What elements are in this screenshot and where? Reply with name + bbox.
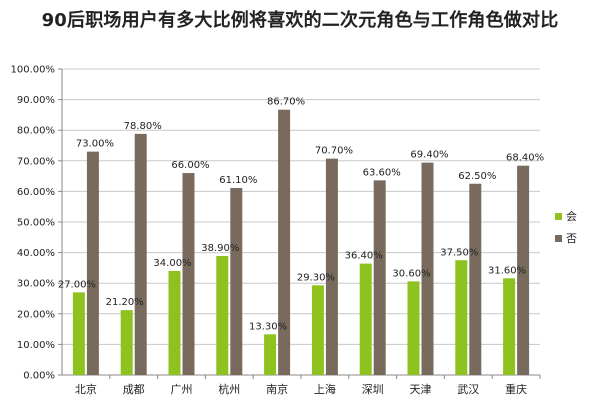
data-label: 69.40%: [410, 150, 448, 161]
data-label: 61.10%: [219, 175, 257, 186]
x-axis-categories: 北京 成都 广州 杭州 南京 上海 深圳 天津 武汉 重庆: [75, 382, 527, 396]
chart-title: 90后职场用户有多大比例将喜欢的二次元角色与工作角色做对比: [41, 10, 559, 31]
y-tick-label: 0.00%: [23, 371, 55, 382]
bar-hui: [264, 334, 277, 375]
category-label: 北京: [75, 382, 97, 396]
bar-hui: [168, 270, 181, 375]
data-label: 31.60%: [488, 265, 526, 276]
data-label: 30.60%: [392, 268, 430, 279]
y-tick-label: 40.00%: [17, 248, 55, 259]
data-label: 27.00%: [58, 279, 96, 290]
data-label: 78.80%: [124, 121, 162, 132]
bar-hui: [311, 285, 324, 375]
bar-hui: [407, 281, 420, 375]
y-tick-label: 60.00%: [17, 187, 55, 198]
category-label: 重庆: [505, 382, 527, 396]
category-label: 上海: [314, 382, 336, 396]
category-label: 成都: [123, 383, 145, 396]
data-label: 68.40%: [506, 153, 544, 164]
bar-hui: [359, 263, 372, 375]
y-tick-label: 30.00%: [17, 279, 55, 290]
data-label: 36.40%: [345, 251, 383, 262]
bar-fou: [278, 109, 291, 375]
bar-hui: [503, 278, 516, 375]
y-tick-label: 10.00%: [17, 340, 55, 351]
bar-fou: [421, 162, 434, 375]
y-tick-label: 100.00%: [11, 65, 56, 76]
legend-label: 会: [566, 210, 577, 223]
data-label: 73.00%: [76, 139, 114, 150]
data-label: 86.70%: [267, 97, 305, 108]
bar-fou: [134, 133, 147, 375]
bars: [72, 109, 530, 375]
y-axis-ticks: 0.00% 10.00% 20.00% 30.00% 40.00% 50.00% 60.00…: [11, 65, 56, 382]
data-label: 63.60%: [363, 167, 401, 178]
bar-fou: [517, 165, 530, 375]
y-tick-label: 70.00%: [17, 156, 55, 167]
legend: 会否: [555, 210, 577, 245]
data-label: 66.00%: [171, 160, 209, 171]
bar-fou: [373, 180, 386, 375]
category-label: 杭州: [218, 382, 240, 396]
bar-fou: [469, 183, 482, 375]
bar-fou: [86, 151, 99, 375]
bar-fou: [230, 188, 243, 375]
y-tick-label: 20.00%: [17, 309, 55, 320]
bar-hui: [216, 255, 229, 375]
bar-fou: [325, 158, 338, 375]
data-label: 38.90%: [201, 243, 239, 254]
data-label: 70.70%: [315, 146, 353, 157]
category-label: 武汉: [457, 383, 479, 396]
data-label: 62.50%: [458, 171, 496, 182]
category-label: 南京: [266, 382, 288, 396]
data-label: 29.30%: [297, 272, 335, 283]
y-tick-label: 50.00%: [17, 218, 55, 229]
data-label: 21.20%: [106, 297, 144, 308]
bar-fou: [182, 173, 195, 375]
legend-swatch: [555, 213, 562, 220]
category-label: 天津: [410, 383, 432, 396]
legend-label: 否: [566, 232, 577, 245]
data-label: 13.30%: [249, 321, 287, 332]
bar-hui: [455, 260, 468, 375]
legend-swatch: [555, 235, 562, 242]
bar-hui: [72, 292, 85, 375]
data-label: 37.50%: [440, 247, 478, 258]
y-tick-label: 80.00%: [17, 126, 55, 137]
data-label: 34.00%: [153, 258, 191, 269]
bar-hui: [120, 310, 133, 375]
category-label: 深圳: [362, 383, 384, 396]
y-tick-label: 90.00%: [17, 95, 55, 106]
category-label: 广州: [171, 383, 193, 396]
data-labels: 27.00% 73.00% 21.20% 78.80% 34.00% 66.00% 38.9…: [58, 97, 544, 333]
